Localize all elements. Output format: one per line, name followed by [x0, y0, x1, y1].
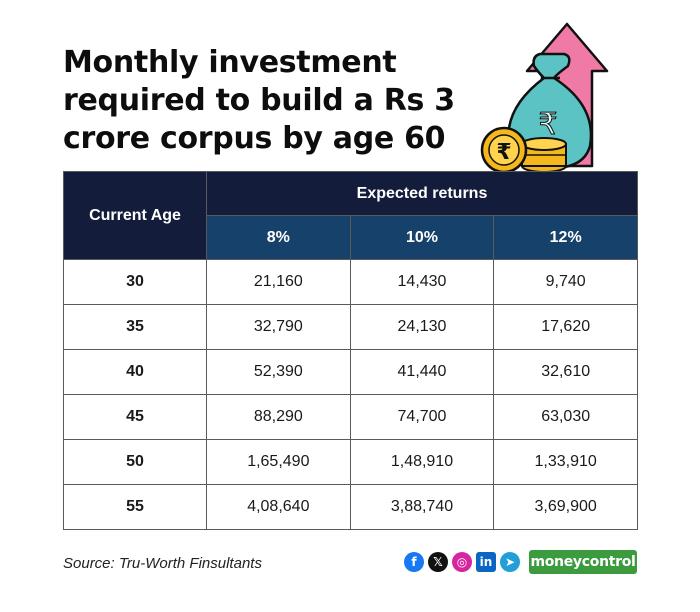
- value-cell: 9,740: [493, 259, 638, 305]
- value-cell: 1,33,910: [493, 439, 638, 485]
- value-cell: 14,430: [349, 259, 495, 305]
- value-cell: 41,440: [349, 349, 495, 395]
- investment-table: Current Age Expected returns 8% 10% 12% …: [63, 171, 638, 530]
- value-cell: 17,620: [493, 304, 638, 350]
- title-line: crore corpus by age 60: [63, 121, 446, 156]
- source-note: Source: Tru-Worth Finsultants: [63, 555, 262, 572]
- value-cell: 63,030: [493, 394, 638, 440]
- header-rate: 10%: [349, 215, 495, 260]
- value-cell: 4,08,640: [206, 484, 351, 530]
- table-row: 45 88,290 74,700 63,030: [63, 394, 638, 440]
- age-cell: 35: [63, 304, 207, 350]
- title-line: Monthly investment: [63, 45, 397, 80]
- header-rate: 8%: [206, 215, 351, 260]
- header-current-age: Current Age: [63, 171, 207, 260]
- age-cell: 40: [63, 349, 207, 395]
- header-expected-returns: Expected returns: [206, 171, 638, 216]
- table-row: 40 52,390 41,440 32,610: [63, 349, 638, 395]
- value-cell: 1,48,910: [349, 439, 495, 485]
- value-cell: 21,160: [206, 259, 351, 305]
- bag-rupee-symbol: ₹: [538, 107, 557, 142]
- table-row: 35 32,790 24,130 17,620: [63, 304, 638, 350]
- instagram-icon[interactable]: ◎: [452, 552, 472, 572]
- value-cell: 1,65,490: [206, 439, 351, 485]
- table-row: 30 21,160 14,430 9,740: [63, 259, 638, 305]
- value-cell: 24,130: [349, 304, 495, 350]
- value-cell: 74,700: [349, 394, 495, 440]
- social-icons: f 𝕏 ◎ in ➤: [404, 552, 520, 572]
- brand-logo: moneycontrol: [529, 550, 637, 574]
- telegram-icon[interactable]: ➤: [500, 552, 520, 572]
- age-cell: 55: [63, 484, 207, 530]
- age-cell: 30: [63, 259, 207, 305]
- value-cell: 88,290: [206, 394, 351, 440]
- money-bag-coins-arrow-icon: ₹ ₹: [480, 22, 609, 174]
- value-cell: 3,69,900: [493, 484, 638, 530]
- facebook-icon[interactable]: f: [404, 552, 424, 572]
- value-cell: 32,790: [206, 304, 351, 350]
- page-title: Monthly investment required to build a R…: [63, 44, 483, 158]
- table-row: 50 1,65,490 1,48,910 1,33,910: [63, 439, 638, 485]
- linkedin-icon[interactable]: in: [476, 552, 496, 572]
- title-line: required to build a Rs 3: [63, 83, 455, 118]
- value-cell: 52,390: [206, 349, 351, 395]
- table-row: 55 4,08,640 3,88,740 3,69,900: [63, 484, 638, 530]
- coin-rupee-symbol: ₹: [496, 140, 511, 165]
- age-cell: 50: [63, 439, 207, 485]
- age-cell: 45: [63, 394, 207, 440]
- value-cell: 32,610: [493, 349, 638, 395]
- value-cell: 3,88,740: [349, 484, 495, 530]
- header-rate: 12%: [493, 215, 638, 260]
- x-icon[interactable]: 𝕏: [428, 552, 448, 572]
